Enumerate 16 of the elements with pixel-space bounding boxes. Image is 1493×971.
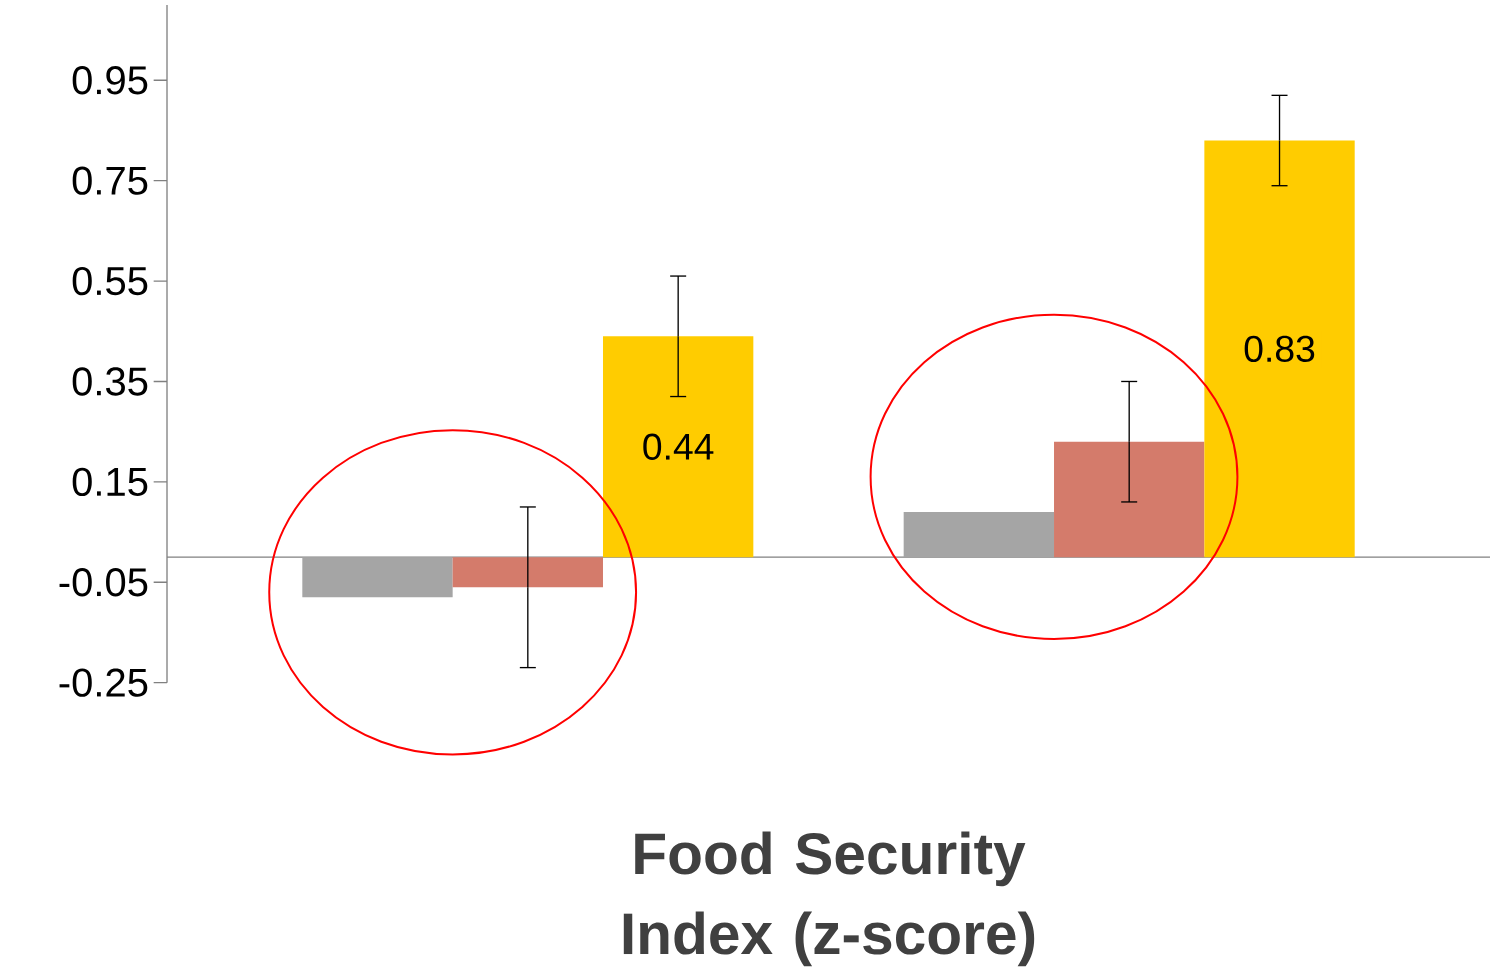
y-tick-label: -0.25 <box>59 668 148 697</box>
y-tick-label: 0.55 <box>72 267 148 296</box>
bar <box>1204 140 1355 558</box>
bar <box>302 557 453 598</box>
x-axis-title: Food Security Index (z-score) <box>623 831 1035 967</box>
y-tick-label: -0.05 <box>59 568 148 597</box>
y-tick-label: 0.75 <box>72 166 148 196</box>
bar <box>452 557 603 588</box>
bar <box>903 512 1055 558</box>
y-tick-label: 0.35 <box>72 367 148 396</box>
bar <box>602 336 754 558</box>
data-label: 0.44 <box>643 433 714 461</box>
y-tick-label: 0.95 <box>72 66 148 95</box>
y-tick-label: 0.15 <box>72 467 148 497</box>
bar <box>1054 441 1205 558</box>
data-label: 0.83 <box>1244 335 1315 363</box>
